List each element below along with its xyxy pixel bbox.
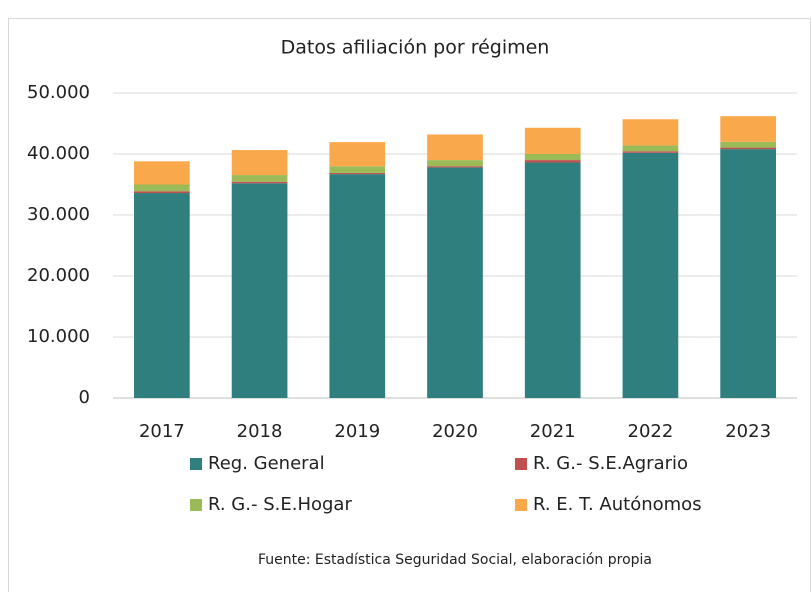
bar-segment bbox=[134, 161, 190, 185]
bar-segment bbox=[231, 181, 288, 184]
bar-segment bbox=[622, 152, 679, 398]
y-tick-label: 20.000 bbox=[27, 265, 90, 286]
bar-segment bbox=[427, 166, 483, 168]
legend-label: Reg. General bbox=[208, 453, 325, 474]
bar-segment bbox=[720, 147, 776, 150]
x-tick-label: 2020 bbox=[432, 421, 478, 442]
bar-segment bbox=[134, 193, 190, 398]
y-tick-label: 30.000 bbox=[27, 204, 90, 225]
y-tick-label: 10.000 bbox=[27, 326, 90, 347]
x-tick-label: 2019 bbox=[334, 421, 380, 442]
bar-segment bbox=[622, 145, 679, 152]
bar-segment bbox=[524, 127, 581, 154]
source-note: Fuente: Estadística Seguridad Social, el… bbox=[258, 552, 652, 568]
bar-segment bbox=[231, 175, 288, 182]
bar-segment bbox=[134, 184, 190, 192]
x-tick-label: 2023 bbox=[725, 421, 771, 442]
legend-label: R. G.- S.E.Agrario bbox=[533, 453, 688, 474]
bar-segment bbox=[720, 141, 776, 148]
legend-label: R. E. T. Autónomos bbox=[533, 494, 702, 515]
chart-title: Datos afiliación por régimen bbox=[281, 37, 550, 59]
bar-segment bbox=[720, 149, 776, 398]
y-tick-label: 0 bbox=[79, 387, 90, 408]
bar-segment bbox=[329, 172, 386, 175]
x-tick-label: 2022 bbox=[628, 421, 674, 442]
x-tick-label: 2017 bbox=[139, 421, 185, 442]
bar-segment bbox=[622, 151, 679, 153]
y-tick-label: 40.000 bbox=[27, 143, 90, 164]
legend-label: R. G.- S.E.Hogar bbox=[208, 494, 352, 515]
bar-segment bbox=[134, 191, 190, 194]
legend-swatch bbox=[515, 499, 527, 511]
bar-segment bbox=[720, 116, 776, 142]
bar-segment bbox=[622, 119, 679, 146]
bar-segment bbox=[329, 142, 386, 167]
x-tick-label: 2018 bbox=[237, 421, 283, 442]
x-tick-label: 2021 bbox=[530, 421, 576, 442]
legend-swatch bbox=[190, 458, 202, 470]
bar-segment bbox=[524, 154, 581, 161]
bar-segment bbox=[524, 160, 581, 163]
bar-segment bbox=[329, 174, 386, 398]
bar-segment bbox=[524, 162, 581, 398]
bar-segment bbox=[231, 150, 288, 176]
y-tick-label: 50.000 bbox=[27, 82, 90, 103]
legend-swatch bbox=[515, 458, 527, 470]
bar-segment bbox=[231, 183, 288, 398]
bar-segment bbox=[427, 167, 483, 398]
bar-segment bbox=[427, 160, 483, 167]
legend-swatch bbox=[190, 499, 202, 511]
bar-segment bbox=[329, 166, 386, 173]
bar-segment bbox=[427, 134, 483, 161]
